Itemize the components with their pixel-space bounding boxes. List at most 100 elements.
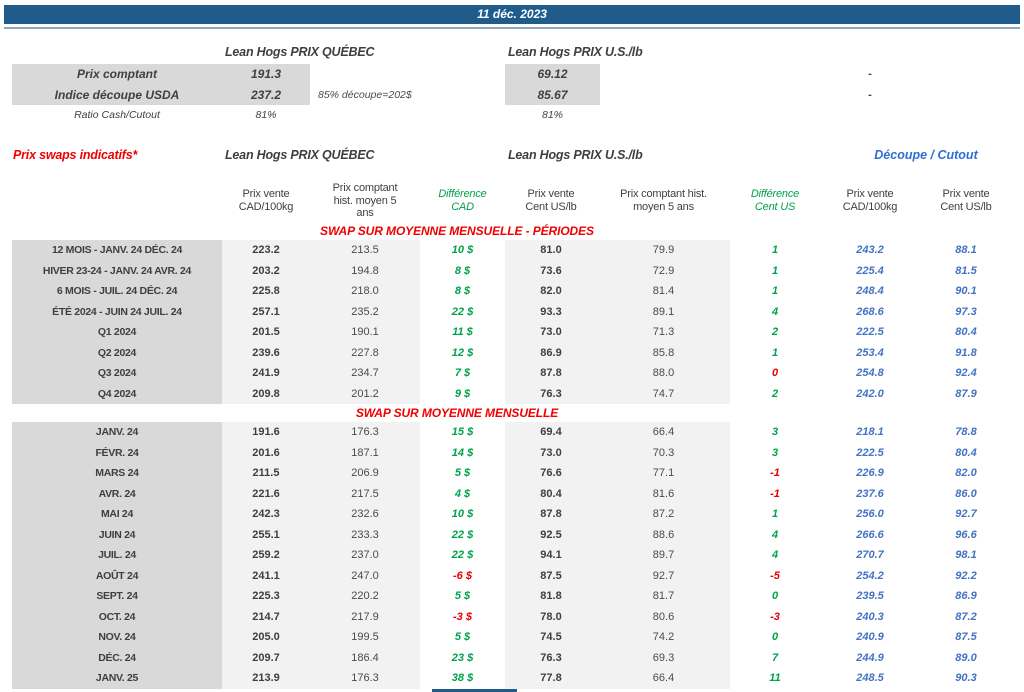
table-row: Q2 2024 239.6 227.8 12 $ 86.9 85.8 1 253.4 91.8 — [12, 342, 1012, 363]
us-difference: 0 — [771, 590, 779, 602]
spot-qc-value: 237.2 — [250, 87, 282, 102]
column-header-us-hist: Prix comptant hist. moyen 5 ans — [620, 188, 707, 213]
spot-row-label: Prix comptant — [76, 67, 157, 81]
spot-row-label: Indice découpe USDA — [54, 87, 180, 102]
us-hist-price: 77.1 — [597, 463, 730, 484]
us-sale-price: 73.6 — [505, 260, 597, 281]
qc-sale-price: 191.6 — [222, 422, 310, 443]
cad-difference: 14 $ — [451, 446, 474, 459]
us-difference: 3 — [771, 426, 779, 438]
qc-sale-price: 214.7 — [222, 606, 310, 627]
swaps-us-header: Lean Hogs PRIX U.S./lb — [508, 148, 643, 162]
us-sale-price: 77.8 — [505, 668, 597, 689]
cutout-cad-price: 240.9 — [856, 631, 884, 643]
us-hist-price: 70.3 — [597, 442, 730, 463]
us-sale-price: 93.3 — [505, 301, 597, 322]
us-difference: 1 — [771, 264, 779, 277]
qc-sale-price: 225.3 — [222, 586, 310, 607]
column-header-cutout-us: Prix vente Cent US/lb — [940, 188, 992, 213]
us-difference: 0 — [771, 631, 779, 643]
cad-difference: 8 $ — [454, 285, 471, 297]
us-sale-price: 76.3 — [505, 383, 597, 404]
cutout-cad-price: 225.4 — [856, 264, 884, 277]
us-difference: -1 — [770, 467, 780, 479]
cutout-us-price: 81.5 — [955, 264, 977, 277]
cutout-us-price: 80.4 — [955, 446, 977, 459]
us-hist-price: 89.1 — [597, 301, 730, 322]
period-cell: AOÛT 24 — [12, 565, 222, 586]
spot-us-shaded-block — [505, 64, 600, 105]
spot-qc-shaded-block — [12, 64, 310, 105]
qc-hist-price: 206.9 — [310, 463, 420, 484]
qc-hist-price: 199.5 — [310, 627, 420, 648]
table-row: JUIL. 24 259.2 237.0 22 $ 94.1 89.7 4 270.7 98.1 — [12, 545, 1012, 566]
cutout-cad-price: 226.9 — [856, 467, 884, 479]
period-cell: JUIL. 24 — [12, 545, 222, 566]
period-cell: ÉTÉ 2024 - JUIN 24 JUIL. 24 — [12, 301, 222, 322]
qc-sale-price: 209.8 — [222, 383, 310, 404]
cutout-header: Découpe / Cutout — [874, 148, 978, 162]
column-header-qc-sale: Prix vente CAD/100kg — [238, 188, 294, 213]
qc-sale-price: 239.6 — [222, 342, 310, 363]
table-row: AOÛT 24 241.1 247.0 -6 $ 87.5 92.7 -5 254.2 92.2 — [12, 565, 1012, 586]
qc-hist-price: 217.9 — [310, 606, 420, 627]
cutout-cad-price: 270.7 — [856, 549, 884, 561]
qc-hist-price: 218.0 — [310, 281, 420, 302]
period-cell: JANV. 25 — [12, 668, 222, 689]
cutout-cad-price: 243.2 — [856, 244, 884, 256]
swaps-quebec-header: Lean Hogs PRIX QUÉBEC — [225, 148, 375, 162]
cutout-cad-price: 256.0 — [856, 508, 884, 520]
table-row: JUIN 24 255.1 233.3 22 $ 92.5 88.6 4 266.6 96.6 — [12, 524, 1012, 545]
us-sale-price: 81.0 — [505, 240, 597, 261]
us-sale-price: 73.0 — [505, 442, 597, 463]
qc-sale-price: 205.0 — [222, 627, 310, 648]
table-row: DÉC. 24 209.7 186.4 23 $ 76.3 69.3 7 244.9 89.0 — [12, 647, 1012, 668]
us-difference: 2 — [771, 387, 779, 400]
cutout-us-price: 97.3 — [955, 305, 977, 318]
us-hist-price: 80.6 — [597, 606, 730, 627]
period-cell: HIVER 23-24 - JANV. 24 AVR. 24 — [12, 260, 222, 281]
us-sale-price: 82.0 — [505, 281, 597, 302]
cutout-us-price: 90.3 — [955, 672, 977, 684]
period-cell: Q2 2024 — [12, 342, 222, 363]
qc-hist-price: 237.0 — [310, 545, 420, 566]
qc-sale-price: 259.2 — [222, 545, 310, 566]
us-hist-price: 88.6 — [597, 524, 730, 545]
cutout-us-price: 87.9 — [955, 387, 977, 400]
qc-hist-price: 233.3 — [310, 524, 420, 545]
cutout-cad-price: 254.8 — [856, 367, 884, 379]
cad-difference: 15 $ — [451, 426, 474, 438]
spot-us-value: 69.12 — [537, 67, 568, 81]
us-sale-price: 87.8 — [505, 504, 597, 525]
table-row: SEPT. 24 225.3 220.2 5 $ 81.8 81.7 0 239.5 86.9 — [12, 586, 1012, 607]
cad-difference: -3 $ — [453, 610, 472, 623]
us-sale-price: 74.5 — [505, 627, 597, 648]
qc-hist-price: 176.3 — [310, 668, 420, 689]
qc-sale-price: 201.6 — [222, 442, 310, 463]
spot-qc-value: 81% — [255, 109, 277, 121]
cutout-us-price: 80.4 — [955, 326, 977, 338]
us-difference: 0 — [771, 367, 779, 379]
us-difference: 3 — [771, 446, 779, 459]
cutout-cad-price: 253.4 — [856, 346, 884, 359]
us-difference: 1 — [771, 285, 779, 297]
us-hist-price: 89.7 — [597, 545, 730, 566]
section-title: SWAP SUR MOYENNE MENSUELLE — [355, 406, 559, 420]
column-header-diff-us: Différence Cent US — [750, 188, 800, 213]
qc-sale-price: 255.1 — [222, 524, 310, 545]
cad-difference: 4 $ — [454, 487, 471, 500]
title-bar-underline — [4, 27, 1020, 29]
us-sale-price: 92.5 — [505, 524, 597, 545]
qc-sale-price: 242.3 — [222, 504, 310, 525]
column-headers: Prix vente CAD/100kg Prix comptant hist.… — [12, 170, 1012, 232]
qc-sale-price: 241.9 — [222, 363, 310, 384]
us-hist-price: 74.2 — [597, 627, 730, 648]
qc-sale-price: 211.5 — [222, 463, 310, 484]
us-difference: 1 — [771, 346, 779, 359]
qc-hist-price: 217.5 — [310, 483, 420, 504]
period-cell: AVR. 24 — [12, 483, 222, 504]
us-hist-price: 66.4 — [597, 422, 730, 443]
us-sale-price: 78.0 — [505, 606, 597, 627]
spot-cutout-placeholder: - — [868, 68, 872, 80]
